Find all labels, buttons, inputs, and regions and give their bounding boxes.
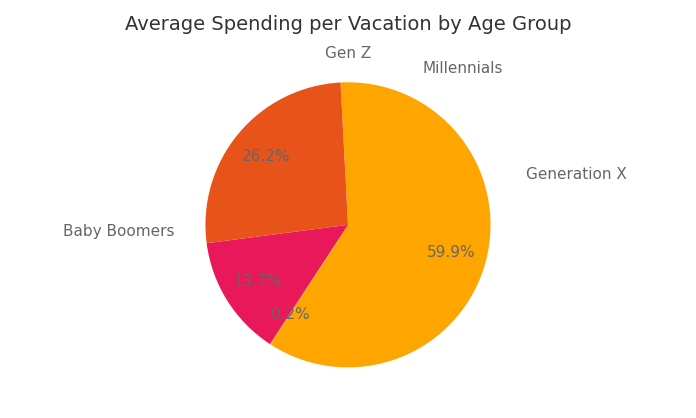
Text: 13.7%: 13.7% [233, 274, 282, 289]
Title: Average Spending per Vacation by Age Group: Average Spending per Vacation by Age Gro… [125, 15, 571, 34]
Wedge shape [205, 82, 348, 243]
Text: 59.9%: 59.9% [427, 245, 475, 260]
Text: 0.2%: 0.2% [271, 307, 310, 322]
Text: Millennials: Millennials [422, 61, 503, 76]
Wedge shape [271, 82, 491, 367]
Wedge shape [270, 225, 348, 345]
Text: Baby Boomers: Baby Boomers [63, 224, 174, 240]
Text: Generation X: Generation X [526, 168, 627, 182]
Text: 26.2%: 26.2% [242, 149, 290, 164]
Text: Gen Z: Gen Z [325, 46, 371, 61]
Wedge shape [207, 225, 348, 344]
